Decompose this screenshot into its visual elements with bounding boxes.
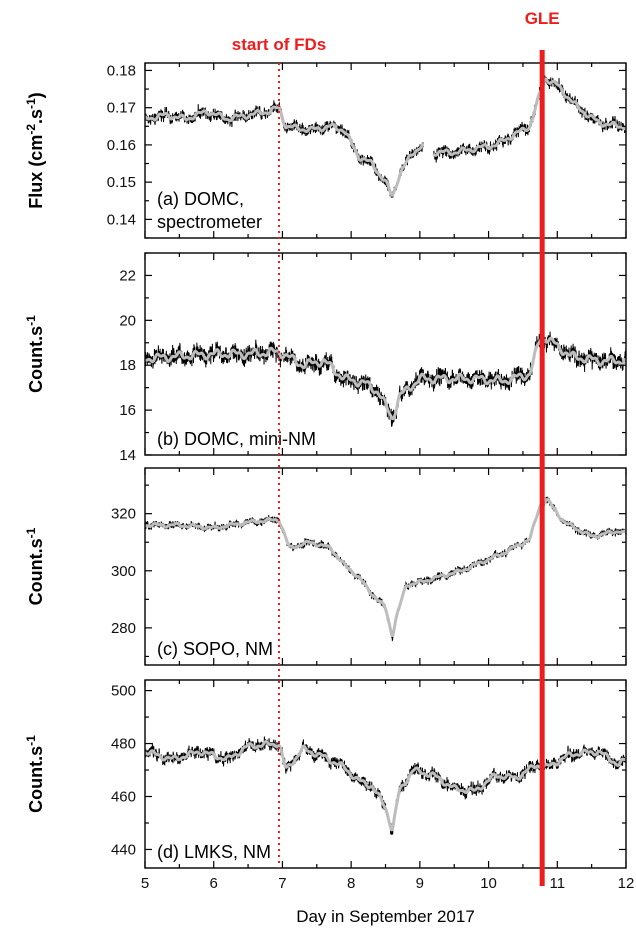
panel-label: (b) DOMC, mini-NM xyxy=(157,429,316,449)
smoothed-series-line xyxy=(145,77,626,197)
y-axis-label: Count.s-1 xyxy=(24,527,46,605)
x-tick-label: 11 xyxy=(549,875,565,892)
panel-data xyxy=(145,329,626,427)
y-axis-label-text: Count.s xyxy=(26,746,46,813)
y-tick-label: 300 xyxy=(111,563,136,580)
gle-label: GLE xyxy=(525,9,560,28)
y-tick-label: 500 xyxy=(111,683,136,700)
y-tick-label: 0.18 xyxy=(107,62,136,79)
y-axis-label-sup: -1 xyxy=(24,527,38,538)
y-axis-label: Count.s-1 xyxy=(24,735,46,813)
y-axis-label-text: .s xyxy=(26,109,46,124)
raw-series-line xyxy=(145,736,626,836)
panel-d: 440 460 480 500 Count.s-1 (d) LMKS, NM xyxy=(24,679,627,869)
smoothed-series-line xyxy=(145,497,626,638)
panel-label: spectrometer xyxy=(157,212,262,232)
x-tick-label: 12 xyxy=(618,875,635,892)
y-tick-label: 0.15 xyxy=(107,174,136,191)
y-tick-label: 320 xyxy=(111,506,136,523)
y-tick-label: 18 xyxy=(119,357,136,374)
y-tick-label: 16 xyxy=(119,402,136,419)
panel-data xyxy=(145,75,626,198)
smoothed-series-line xyxy=(145,336,626,421)
x-tick-label: 8 xyxy=(347,875,355,892)
y-axis-label: Count.s-1 xyxy=(24,315,46,393)
x-tick-label: 10 xyxy=(480,875,497,892)
event-markers: start of FDs GLE xyxy=(232,9,560,886)
y-axis-label-text: Count.s xyxy=(26,326,46,393)
panel-label: (c) SOPO, NM xyxy=(157,639,273,659)
panel-data xyxy=(145,736,626,836)
panel-c: 280 300 320 Count.s-1 (c) SOPO, NM xyxy=(24,467,627,666)
x-tick-label: 5 xyxy=(141,875,149,892)
raw-series-line xyxy=(145,329,626,427)
y-axis-label-text: ) xyxy=(26,92,46,98)
y-tick-label: 14 xyxy=(119,447,136,464)
fd-start-label: start of FDs xyxy=(232,35,326,54)
y-tick-label: 280 xyxy=(111,620,136,637)
y-tick-label: 22 xyxy=(119,267,136,284)
panel-b: 14 16 18 20 22 Count.s-1 (b) DOMC, mini-NM xyxy=(24,252,627,464)
x-tick-label: 6 xyxy=(210,875,218,892)
panel-frame xyxy=(144,467,627,666)
panel-label: (a) DOMC, xyxy=(157,189,244,209)
y-tick-label: 440 xyxy=(111,841,136,858)
y-axis-label-sup: -1 xyxy=(24,98,38,109)
y-tick-label: 0.17 xyxy=(107,100,136,117)
y-tick-label: 0.16 xyxy=(107,137,136,154)
panel-label: (d) LMKS, NM xyxy=(157,842,271,862)
y-tick-label: 0.14 xyxy=(107,211,136,228)
panel-frame xyxy=(144,679,627,869)
x-tick-label: 9 xyxy=(416,875,424,892)
y-axis-label-text: Flux (cm xyxy=(26,135,46,209)
x-axis: 5 6 7 8 9 10 11 12 Day in September 2017 xyxy=(141,875,635,926)
y-tick-label: 480 xyxy=(111,736,136,753)
raw-series-line xyxy=(145,496,626,642)
y-tick-label: 20 xyxy=(119,312,136,329)
y-axis-label-sup: -2 xyxy=(24,124,38,135)
smoothed-series-line xyxy=(145,740,626,832)
x-axis-label: Day in September 2017 xyxy=(296,907,475,926)
y-axis-label-sup: -1 xyxy=(24,735,38,746)
y-axis-label: Flux (cm-2.s-1) xyxy=(24,92,46,208)
y-axis-label-text: Count.s xyxy=(26,538,46,605)
x-tick-label: 7 xyxy=(278,875,286,892)
panel-data xyxy=(145,496,626,642)
y-axis-label-sup: -1 xyxy=(24,315,38,326)
panel-a: 0.14 0.15 0.16 0.17 0.18 Flux (cm-2.s-1) (a) D… xyxy=(24,62,627,239)
y-tick-label: 460 xyxy=(111,789,136,806)
